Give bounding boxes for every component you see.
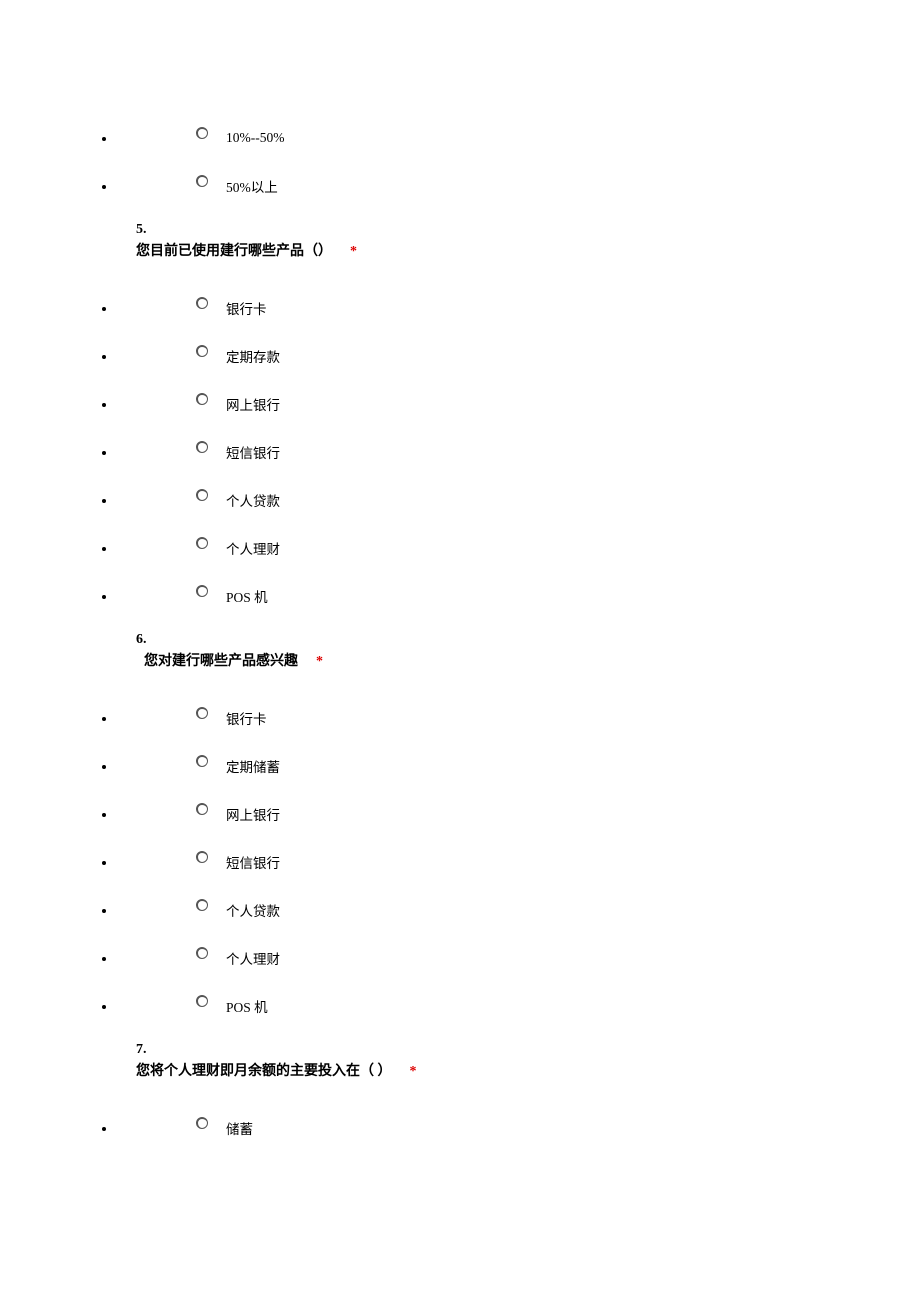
option-label: 短信银行	[226, 852, 280, 872]
question-5-options: 银行卡 定期存款 网上银行 短信银行 个人贷款 个人理财 POS 机	[108, 296, 920, 604]
question-number: 5.	[136, 222, 920, 238]
prev-question-options: 10%--50% 50%以上	[108, 126, 920, 194]
survey-page: 10%--50% 50%以上 5. 您目前已使用建行哪些产品（） * 银行卡 定…	[0, 0, 920, 1136]
option-row: 网上银行	[116, 392, 920, 412]
required-asterisk: *	[316, 654, 323, 669]
option-label: POS 机	[226, 586, 268, 606]
option-row: POS 机	[116, 584, 920, 604]
radio-icon[interactable]	[196, 707, 208, 719]
question-6-options: 银行卡 定期储蓄 网上银行 短信银行 个人贷款 个人理财 POS 机	[108, 706, 920, 1014]
list-item: 个人理财	[116, 536, 920, 556]
question-text: 您目前已使用建行哪些产品（）	[136, 244, 332, 259]
radio-icon[interactable]	[196, 851, 208, 863]
list-item: 个人理财	[116, 946, 920, 966]
list-item: 定期存款	[116, 344, 920, 364]
question-title-row: 您对建行哪些产品感兴趣 *	[136, 650, 920, 670]
option-label: 定期存款	[226, 346, 280, 366]
required-asterisk: *	[350, 244, 357, 259]
option-label: 10%--50%	[226, 130, 284, 146]
option-label: 定期储蓄	[226, 756, 280, 776]
list-item: 定期储蓄	[116, 754, 920, 774]
radio-icon[interactable]	[196, 947, 208, 959]
radio-icon[interactable]	[196, 755, 208, 767]
list-item: 储蓄	[116, 1116, 920, 1136]
list-item: 10%--50%	[116, 126, 920, 146]
option-label: 银行卡	[226, 708, 267, 728]
option-row: 短信银行	[116, 440, 920, 460]
option-label: 个人贷款	[226, 490, 280, 510]
list-item: 银行卡	[116, 296, 920, 316]
option-row: 储蓄	[116, 1116, 920, 1136]
option-row: 个人贷款	[116, 488, 920, 508]
option-row: 个人理财	[116, 536, 920, 556]
option-label: 50%以上	[226, 176, 278, 196]
radio-icon[interactable]	[196, 537, 208, 549]
list-item: 短信银行	[116, 440, 920, 460]
radio-icon[interactable]	[196, 127, 208, 139]
option-label: 短信银行	[226, 442, 280, 462]
radio-icon[interactable]	[196, 899, 208, 911]
option-row: 10%--50%	[116, 126, 920, 146]
question-7: 7. 您将个人理财即月余额的主要投入在（ ） *	[136, 1042, 920, 1080]
option-label: 网上银行	[226, 804, 280, 824]
question-7-options: 储蓄	[108, 1116, 920, 1136]
option-label: 个人理财	[226, 538, 280, 558]
option-row: 银行卡	[116, 706, 920, 726]
option-label: POS 机	[226, 996, 268, 1016]
radio-icon[interactable]	[196, 585, 208, 597]
list-item: 网上银行	[116, 392, 920, 412]
radio-icon[interactable]	[196, 803, 208, 815]
option-row: 短信银行	[116, 850, 920, 870]
option-label: 储蓄	[226, 1118, 253, 1138]
question-text: 您对建行哪些产品感兴趣	[144, 650, 298, 670]
radio-icon[interactable]	[196, 1117, 208, 1129]
question-6: 6. 您对建行哪些产品感兴趣 *	[136, 632, 920, 670]
option-label: 网上银行	[226, 394, 280, 414]
list-item: POS 机	[116, 584, 920, 604]
option-label: 个人理财	[226, 948, 280, 968]
option-row: 个人贷款	[116, 898, 920, 918]
radio-icon[interactable]	[196, 995, 208, 1007]
option-row: 定期存款	[116, 344, 920, 364]
option-row: 50%以上	[116, 174, 920, 194]
list-item: 个人贷款	[116, 488, 920, 508]
option-row: POS 机	[116, 994, 920, 1014]
option-row: 定期储蓄	[116, 754, 920, 774]
radio-icon[interactable]	[196, 297, 208, 309]
radio-icon[interactable]	[196, 345, 208, 357]
question-5: 5. 您目前已使用建行哪些产品（） *	[136, 222, 920, 260]
option-label: 银行卡	[226, 298, 267, 318]
list-item: 50%以上	[116, 174, 920, 194]
question-number: 6.	[136, 632, 920, 648]
list-item: 个人贷款	[116, 898, 920, 918]
question-title-row: 您目前已使用建行哪些产品（） *	[136, 240, 920, 260]
option-label: 个人贷款	[226, 900, 280, 920]
question-title-row: 您将个人理财即月余额的主要投入在（ ） *	[136, 1060, 920, 1080]
radio-icon[interactable]	[196, 175, 208, 187]
list-item: 银行卡	[116, 706, 920, 726]
radio-icon[interactable]	[196, 489, 208, 501]
radio-icon[interactable]	[196, 393, 208, 405]
option-row: 银行卡	[116, 296, 920, 316]
option-row: 个人理财	[116, 946, 920, 966]
list-item: POS 机	[116, 994, 920, 1014]
list-item: 网上银行	[116, 802, 920, 822]
question-number: 7.	[136, 1042, 920, 1058]
radio-icon[interactable]	[196, 441, 208, 453]
required-asterisk: *	[410, 1064, 417, 1079]
list-item: 短信银行	[116, 850, 920, 870]
question-text: 您将个人理财即月余额的主要投入在（ ）	[136, 1064, 392, 1079]
option-row: 网上银行	[116, 802, 920, 822]
